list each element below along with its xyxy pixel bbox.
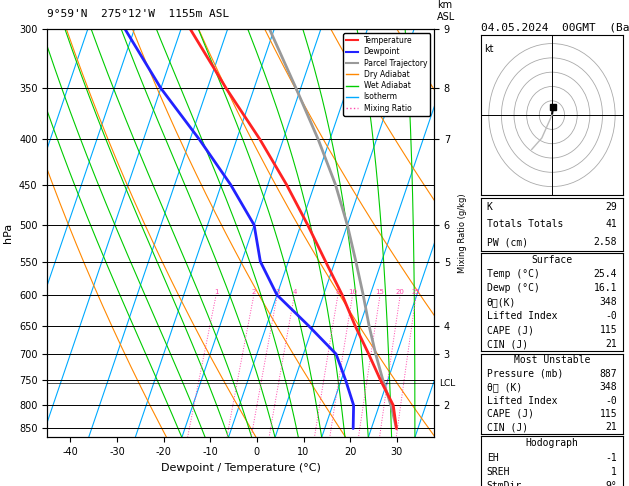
Text: 9°: 9° xyxy=(605,481,617,486)
Text: 8: 8 xyxy=(336,289,340,295)
Text: -1: -1 xyxy=(605,452,617,463)
Text: Lifted Index: Lifted Index xyxy=(487,312,557,321)
Text: -0: -0 xyxy=(605,396,617,405)
Text: 1: 1 xyxy=(611,467,617,477)
Text: 25: 25 xyxy=(412,289,421,295)
Text: 348: 348 xyxy=(599,382,617,392)
Text: 3: 3 xyxy=(275,289,279,295)
Text: 21: 21 xyxy=(605,422,617,432)
Y-axis label: hPa: hPa xyxy=(3,223,13,243)
Text: PW (cm): PW (cm) xyxy=(487,237,528,247)
Text: 10: 10 xyxy=(348,289,357,295)
Text: Dewp (°C): Dewp (°C) xyxy=(487,283,540,294)
Text: 16.1: 16.1 xyxy=(594,283,617,294)
X-axis label: Dewpoint / Temperature (°C): Dewpoint / Temperature (°C) xyxy=(160,463,321,473)
Text: CAPE (J): CAPE (J) xyxy=(487,409,534,419)
Text: θᴇ (K): θᴇ (K) xyxy=(487,382,522,392)
Text: SREH: SREH xyxy=(487,467,510,477)
Text: 9°59'N  275°12'W  1155m ASL: 9°59'N 275°12'W 1155m ASL xyxy=(47,9,230,19)
Text: Lifted Index: Lifted Index xyxy=(487,396,557,405)
Text: Temp (°C): Temp (°C) xyxy=(487,269,540,279)
Text: 2.58: 2.58 xyxy=(594,237,617,247)
Text: 887: 887 xyxy=(599,369,617,379)
Text: Surface: Surface xyxy=(532,256,572,265)
Text: -0: -0 xyxy=(605,312,617,321)
Text: Hodograph: Hodograph xyxy=(525,438,579,449)
Text: Totals Totals: Totals Totals xyxy=(487,219,563,229)
Text: Pressure (mb): Pressure (mb) xyxy=(487,369,563,379)
Text: CIN (J): CIN (J) xyxy=(487,422,528,432)
Text: 1: 1 xyxy=(214,289,218,295)
Text: 20: 20 xyxy=(396,289,404,295)
Text: km
ASL: km ASL xyxy=(437,0,455,22)
Text: CIN (J): CIN (J) xyxy=(487,339,528,349)
Text: 115: 115 xyxy=(599,409,617,419)
Text: CAPE (J): CAPE (J) xyxy=(487,325,534,335)
Text: 115: 115 xyxy=(599,325,617,335)
Text: 15: 15 xyxy=(376,289,384,295)
Text: 2: 2 xyxy=(252,289,256,295)
Text: Mixing Ratio (g/kg): Mixing Ratio (g/kg) xyxy=(458,193,467,273)
Text: 41: 41 xyxy=(605,219,617,229)
Text: 29: 29 xyxy=(605,202,617,211)
Text: θᴇ(K): θᴇ(K) xyxy=(487,297,516,308)
Text: 4: 4 xyxy=(292,289,296,295)
Text: Most Unstable: Most Unstable xyxy=(514,355,590,365)
Text: 348: 348 xyxy=(599,297,617,308)
Text: 21: 21 xyxy=(605,339,617,349)
Text: LCL: LCL xyxy=(440,379,456,387)
Legend: Temperature, Dewpoint, Parcel Trajectory, Dry Adiabat, Wet Adiabat, Isotherm, Mi: Temperature, Dewpoint, Parcel Trajectory… xyxy=(343,33,430,116)
Text: kt: kt xyxy=(484,44,493,53)
Text: StmDir: StmDir xyxy=(487,481,522,486)
Text: K: K xyxy=(487,202,493,211)
Text: EH: EH xyxy=(487,452,499,463)
Text: 25.4: 25.4 xyxy=(594,269,617,279)
Text: 04.05.2024  00GMT  (Base: 18): 04.05.2024 00GMT (Base: 18) xyxy=(481,22,629,33)
